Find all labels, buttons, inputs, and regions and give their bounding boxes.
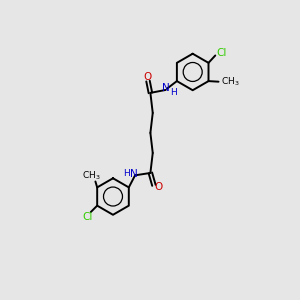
Text: Cl: Cl <box>217 47 227 58</box>
Text: N: N <box>162 83 170 93</box>
Text: N: N <box>130 169 138 179</box>
Text: CH$_3$: CH$_3$ <box>221 75 239 88</box>
Text: H: H <box>171 88 177 97</box>
Text: O: O <box>154 182 162 192</box>
Text: H: H <box>123 169 130 178</box>
Text: O: O <box>143 72 152 82</box>
Text: CH$_3$: CH$_3$ <box>82 169 100 182</box>
Text: Cl: Cl <box>82 212 93 222</box>
